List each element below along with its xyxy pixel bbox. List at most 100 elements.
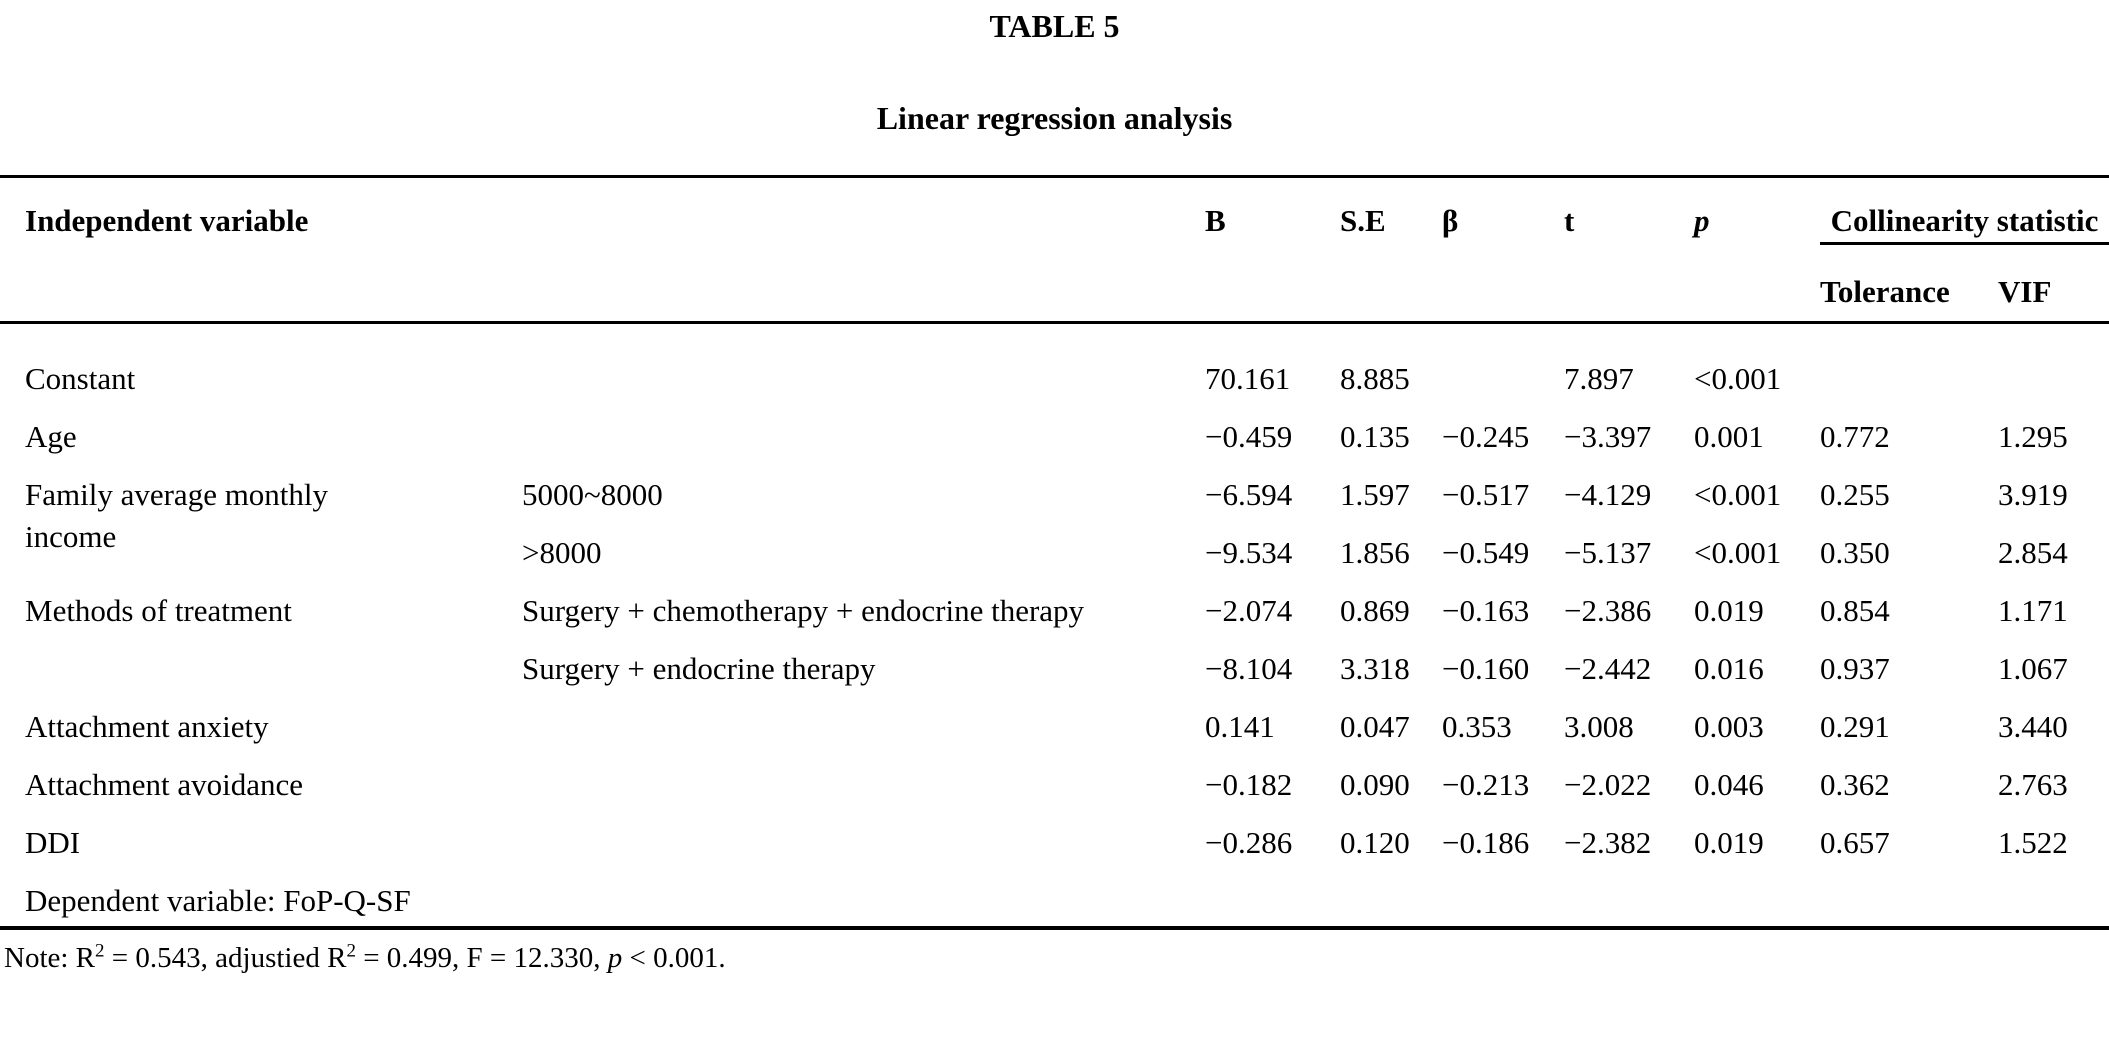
header-row-1: Independent variable B S.E β t p Colline… (0, 176, 2109, 324)
cell-tolerance: 0.772 (1820, 419, 1890, 454)
header-tolerance: Tolerance (1820, 243, 1999, 324)
cell-vif: 2.763 (1998, 767, 2068, 802)
cell-vif: 1.067 (1998, 651, 2068, 686)
note-segment: < 0.001. (622, 942, 726, 974)
cell-tolerance: 0.255 (1820, 477, 1890, 512)
note-segment: = 0.543, adjustied R (104, 942, 347, 974)
row-category-label: >8000 (522, 535, 602, 570)
cell-b: −0.459 (1205, 419, 1293, 454)
cell-se: 0.090 (1340, 767, 1410, 802)
row-category-label: 5000~8000 (522, 477, 663, 512)
row-variable-label: Attachment anxiety (25, 709, 269, 744)
cell-b: −6.594 (1205, 477, 1293, 512)
header-p: p (1694, 176, 1821, 324)
cell-vif (1998, 323, 2109, 405)
cell-t: 3.008 (1564, 709, 1634, 744)
cell-tolerance: 0.350 (1820, 535, 1890, 570)
table-header: Independent variable B S.E β t p Colline… (0, 176, 2109, 324)
row-variable-label: Family average monthly income (25, 477, 329, 554)
cell-b: −0.182 (1205, 767, 1293, 802)
note-segment: p (607, 942, 623, 974)
dependent-variable-row: Dependent variable: FoP-Q-SF (0, 868, 2109, 930)
cell-b: −0.286 (1205, 825, 1293, 860)
cell-beta: −0.163 (1442, 593, 1530, 628)
header-b: B (1205, 176, 1341, 324)
cell-vif: 2.854 (1998, 535, 2068, 570)
table-row: Constant 70.161 8.885 7.897 <0.001 (0, 323, 2109, 405)
cell-t: 7.897 (1564, 361, 1634, 396)
row-category-label: Surgery + chemotherapy + endocrine thera… (522, 593, 1085, 628)
cell-b: 70.161 (1205, 361, 1291, 396)
cell-b: 0.141 (1205, 709, 1275, 744)
cell-p: 0.019 (1694, 593, 1764, 628)
cell-b: −8.104 (1205, 651, 1293, 686)
row-category-cell (497, 404, 1205, 462)
header-collinearity-statistic: Collinearity statistic (1820, 176, 2109, 245)
table-row: >8000 −9.534 1.856 −0.549 −5.137 <0.001 0.350 2… (0, 520, 2109, 578)
cell-p: <0.001 (1694, 535, 1782, 570)
cell-t: −2.442 (1564, 651, 1652, 686)
row-variable-label: DDI (25, 825, 81, 860)
row-variable-label: Constant (25, 361, 136, 396)
cell-beta: −0.186 (1442, 825, 1530, 860)
dependent-variable-label: Dependent variable: FoP-Q-SF (0, 868, 2109, 930)
table-row: DDI −0.286 0.120 −0.186 −2.382 0.019 0.657 1.52… (0, 810, 2109, 868)
header-se: S.E (1340, 176, 1443, 324)
row-category-cell (497, 694, 1205, 752)
row-variable-label: Methods of treatment (25, 593, 292, 628)
cell-t: −2.022 (1564, 767, 1652, 802)
cell-t: −2.382 (1564, 825, 1652, 860)
cell-se: 0.047 (1340, 709, 1410, 744)
table-title: Linear regression analysis (876, 100, 1233, 136)
cell-vif: 1.295 (1998, 419, 2068, 454)
cell-tolerance: 0.362 (1820, 767, 1890, 802)
row-variable-cell: DDI (0, 810, 497, 868)
cell-vif: 1.171 (1998, 593, 2068, 628)
row-category-label: Surgery + endocrine therapy (522, 651, 876, 686)
cell-beta: −0.213 (1442, 767, 1530, 802)
row-variable-cell: Constant (0, 323, 497, 405)
cell-vif: 1.522 (1998, 825, 2068, 860)
row-variable-cell: Attachment avoidance (0, 752, 497, 810)
header-vif: VIF (1998, 243, 2109, 324)
cell-se: 0.869 (1340, 593, 1410, 628)
cell-p: 0.003 (1694, 709, 1764, 744)
row-category-cell (497, 810, 1205, 868)
header-row-2: Tolerance VIF (0, 243, 2109, 324)
cell-tolerance: 0.291 (1820, 709, 1890, 744)
cell-tolerance: 0.937 (1820, 651, 1890, 686)
header-independent-variable: Independent variable (0, 176, 1206, 324)
header-beta: β (1442, 176, 1565, 324)
table-body: Constant 70.161 8.885 7.897 <0.001 Age −0.459 0… (0, 323, 2109, 930)
cell-p: <0.001 (1694, 361, 1782, 396)
row-variable-label: Age (25, 419, 77, 454)
cell-p: 0.046 (1694, 767, 1764, 802)
cell-p: <0.001 (1694, 477, 1782, 512)
cell-se: 0.120 (1340, 825, 1410, 860)
cell-beta (1442, 323, 1564, 405)
table-label: TABLE 5 (989, 8, 1120, 44)
row-variable-cell: Age (0, 404, 497, 462)
table-row: Attachment anxiety 0.141 0.047 0.353 3.008 0.… (0, 694, 2109, 752)
cell-p: 0.016 (1694, 651, 1764, 686)
cell-beta: −0.160 (1442, 651, 1530, 686)
cell-se: 3.318 (1340, 651, 1410, 686)
row-category-cell: 5000~8000 (497, 462, 1205, 520)
regression-table: Independent variable B S.E β t p Colline… (0, 175, 2109, 930)
cell-b: −2.074 (1205, 593, 1293, 628)
cell-beta: 0.353 (1442, 709, 1512, 744)
cell-p: 0.019 (1694, 825, 1764, 860)
cell-beta: −0.517 (1442, 477, 1530, 512)
note-segment: Note: R (4, 942, 96, 974)
row-category-cell: Surgery + chemotherapy + endocrine thera… (497, 578, 1205, 636)
row-category-cell: Surgery + endocrine therapy (497, 636, 1205, 694)
cell-t: −3.397 (1564, 419, 1652, 454)
cell-t: −2.386 (1564, 593, 1652, 628)
row-variable-label: Attachment avoidance (25, 767, 304, 802)
cell-beta: −0.549 (1442, 535, 1530, 570)
table-row: Family average monthly income 5000~8000 −6… (0, 462, 2109, 554)
cell-b: −9.534 (1205, 535, 1293, 570)
row-category-cell: >8000 (497, 520, 1205, 578)
note-segment: = 0.499, F = 12.330, (355, 942, 608, 974)
